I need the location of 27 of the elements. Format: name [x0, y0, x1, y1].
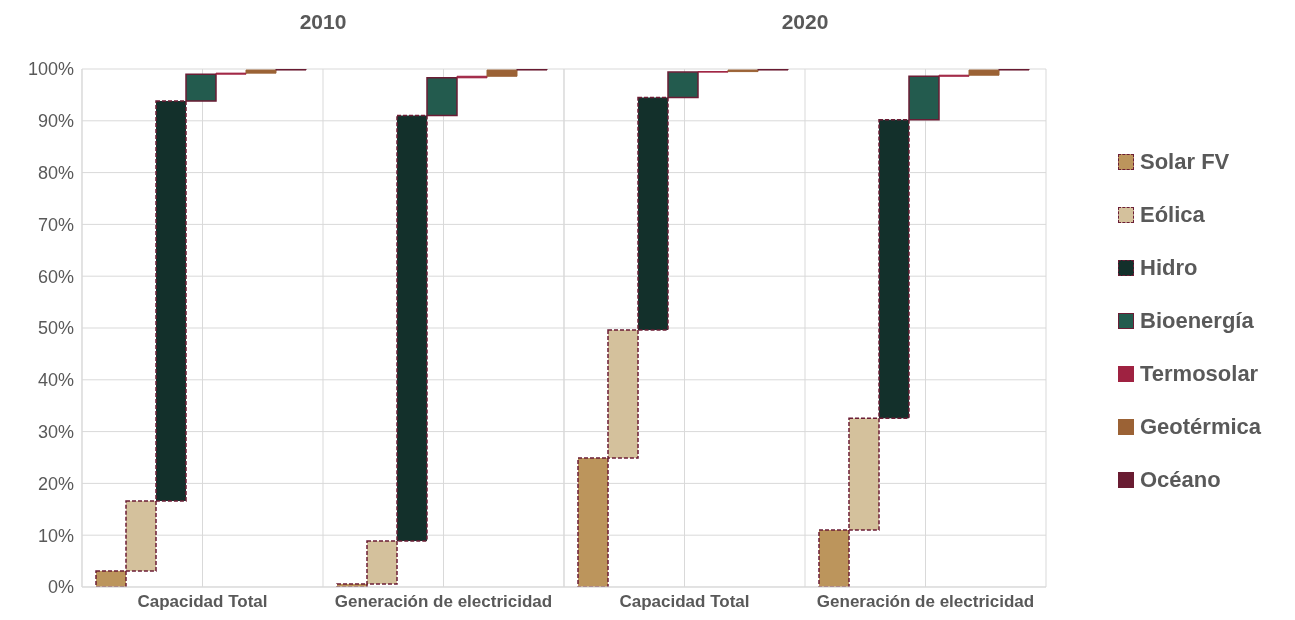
- y-tick-label: 40%: [37, 370, 74, 391]
- legend-label: Bioenergía: [1140, 307, 1254, 334]
- chart-title: 2010: [298, 10, 348, 34]
- x-tick-label: Generación de electricidad: [816, 592, 1035, 612]
- y-tick-label: 50%: [37, 318, 74, 339]
- bar: [245, 69, 277, 74]
- legend-label: Termosolar: [1140, 360, 1259, 387]
- legend-label: Eólica: [1140, 201, 1205, 228]
- y-tick-label: 30%: [37, 421, 74, 442]
- y-tick-label: 90%: [37, 111, 74, 132]
- y-tick-label: 60%: [37, 266, 74, 287]
- legend-label: Océano: [1140, 466, 1221, 493]
- legend-label: Hidro: [1140, 254, 1198, 281]
- y-tick-label: 20%: [37, 473, 74, 494]
- x-tick-label: Capacidad Total: [619, 592, 750, 612]
- x-tick-label: Capacidad Total: [137, 592, 268, 612]
- x-tick-label: Generación de electricidad: [334, 592, 553, 612]
- bar: [486, 69, 518, 77]
- legend-label: Solar FV: [1140, 148, 1230, 175]
- y-tick-label: 80%: [37, 162, 74, 183]
- y-tick-label: 100%: [27, 59, 74, 80]
- chart-title: 2020: [780, 10, 830, 34]
- y-tick-label: 70%: [37, 214, 74, 235]
- y-tick-label: 0%: [47, 577, 74, 598]
- legend-label: Geotérmica: [1140, 413, 1262, 440]
- bar: [968, 69, 1000, 76]
- y-tick-label: 10%: [37, 525, 74, 546]
